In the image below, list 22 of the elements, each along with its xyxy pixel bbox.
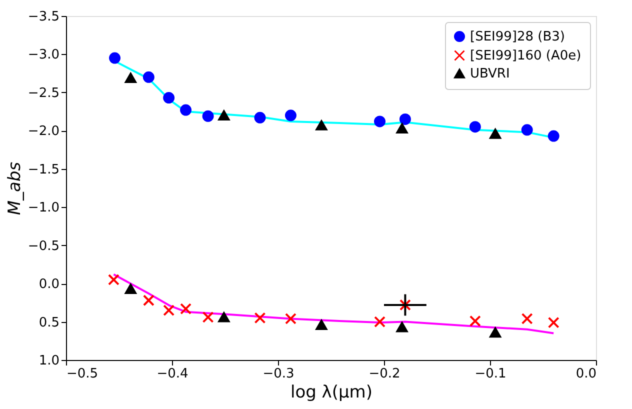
x-axis-title: log λ(μm) [290, 382, 373, 402]
y-tick-label: −2.0 [28, 124, 60, 140]
y-tick-label: 1.0 [38, 354, 60, 368]
y-axis-title: M_abs [4, 162, 25, 216]
legend-label: [SEI99]160 (A0e) [470, 48, 582, 64]
y-tick-label: 0.5 [38, 315, 60, 330]
x-tick-label: −0.2 [368, 366, 400, 382]
x-tick-label: −0.4 [156, 366, 188, 382]
x-tick-label: −0.5 [66, 366, 98, 382]
y-tick-label: −3.5 [28, 10, 60, 24]
legend-label: [SEI99]28 (B3) [470, 30, 565, 44]
y-tick-label: −1.0 [28, 200, 60, 216]
y-tick-label: −2.5 [28, 86, 60, 101]
y-tick-label: −1.5 [28, 162, 60, 178]
y-tick-label: −3.0 [28, 48, 60, 63]
x-tick-label: 0.0 [576, 366, 596, 382]
y-tick-label: −0.5 [28, 238, 60, 254]
x-tick-label: −0.3 [262, 366, 294, 382]
legend-label: UBVRI [470, 66, 510, 82]
y-tick-label: 0.0 [38, 277, 60, 292]
x-tick-label: −0.1 [474, 366, 506, 382]
line-series [112, 273, 555, 334]
